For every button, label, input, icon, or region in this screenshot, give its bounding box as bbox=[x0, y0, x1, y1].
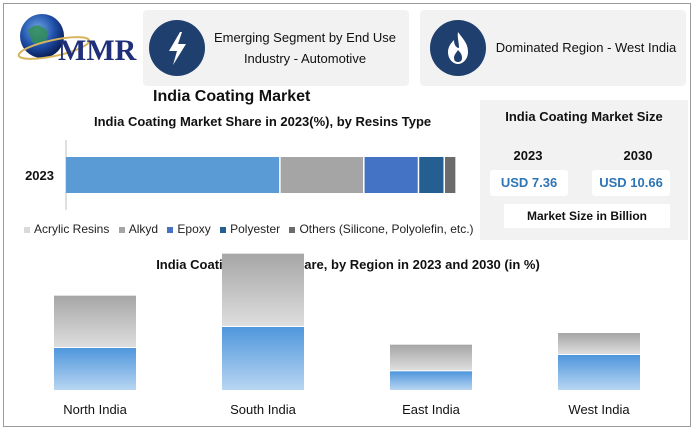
legend-swatch bbox=[167, 226, 174, 233]
bar-segment-others bbox=[444, 157, 456, 193]
legend-swatch bbox=[220, 226, 227, 233]
mmr-logo: MMR bbox=[14, 10, 144, 70]
legend-label: Alkyd bbox=[128, 222, 159, 236]
region-bar-2030-south bbox=[222, 253, 304, 326]
legend-item-polyester: Polyester bbox=[220, 222, 280, 236]
market-size-title: India Coating Market Size bbox=[505, 109, 663, 124]
region-bar-2030-north bbox=[54, 295, 136, 347]
segment-card-text: Emerging Segment by End Use Industry - A… bbox=[213, 30, 397, 66]
region-bar-2023-north bbox=[54, 348, 136, 390]
region-bar-2023-east bbox=[390, 371, 472, 390]
segment-card: Emerging Segment by End Use Industry - A… bbox=[143, 10, 409, 86]
legend-label: Acrylic Resins bbox=[34, 222, 110, 236]
bar-segment-alkyd bbox=[280, 157, 364, 193]
year-label-2030: 2030 bbox=[623, 148, 653, 163]
logo-text: MMR bbox=[58, 34, 137, 67]
market-size-panel: India Coating Market Size 2023 2030 USD … bbox=[480, 100, 688, 240]
legend-label: Others (Silicone, Polyolefin, etc.) bbox=[299, 222, 474, 236]
legend-item-acrylic: Acrylic Resins bbox=[24, 222, 109, 236]
flame-icon bbox=[430, 20, 486, 76]
region-bar-2023-south bbox=[222, 327, 304, 390]
bar-segment-epoxy bbox=[364, 157, 418, 193]
year-label-2023: 2023 bbox=[513, 148, 543, 163]
region-label-north: North India bbox=[63, 402, 127, 417]
region-label-west: West India bbox=[568, 402, 630, 417]
outer-frame bbox=[3, 3, 691, 427]
globe-icon bbox=[17, 14, 91, 60]
bar-segment-polyester bbox=[419, 157, 444, 193]
legend-swatch bbox=[289, 226, 296, 233]
resin-legend: Acrylic Resins Alkyd Epoxy Polyester Oth… bbox=[24, 222, 480, 236]
legend-label: Epoxy bbox=[177, 222, 211, 236]
legend-item-alkyd: Alkyd bbox=[118, 222, 159, 236]
market-size-2030-value: USD 10.66 bbox=[592, 170, 670, 196]
market-size-2023-value: USD 7.36 bbox=[490, 170, 568, 196]
legend-item-others: Others (Silicone, Polyolefin, etc.) bbox=[289, 222, 474, 236]
region-card: Dominated Region - West India bbox=[420, 10, 686, 86]
region-label-east: East India bbox=[402, 402, 461, 417]
region-card-text: Dominated Region - West India bbox=[495, 40, 677, 55]
legend-item-epoxy: Epoxy bbox=[167, 222, 211, 236]
region-label-south: South India bbox=[230, 402, 297, 417]
region-bar-2023-west bbox=[558, 355, 640, 390]
region-bar-2030-east bbox=[390, 344, 472, 371]
chart-subtitle: India Coating Market Share in 2023(%), b… bbox=[94, 114, 432, 129]
region-bar-2030-west bbox=[558, 333, 640, 354]
legend-swatch bbox=[118, 226, 125, 233]
category-label-2023: 2023 bbox=[25, 168, 54, 183]
legend-swatch bbox=[24, 226, 30, 233]
market-size-unit: Market Size in Billion bbox=[504, 204, 670, 228]
legend-label: Polyester bbox=[230, 222, 281, 236]
lightning-bolt-icon bbox=[149, 20, 205, 76]
bar-segment-acrylic bbox=[66, 157, 280, 193]
chart-title: India Coating Market bbox=[153, 88, 311, 105]
